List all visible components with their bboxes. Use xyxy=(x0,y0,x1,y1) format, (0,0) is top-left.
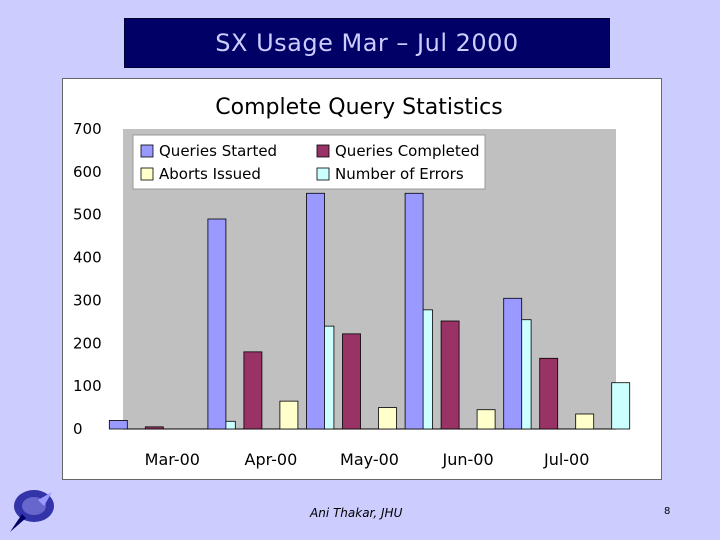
chart-legend: Queries Started Queries Completed Aborts I… xyxy=(132,134,486,190)
y-axis: 0 100 200 300 400 500 600 700 xyxy=(73,120,102,438)
y-tick-label: 500 xyxy=(73,206,102,224)
bar xyxy=(306,192,325,430)
x-tick-label: Jul-00 xyxy=(543,450,589,469)
legend-swatch xyxy=(316,144,330,158)
y-tick-label: 100 xyxy=(73,377,102,395)
y-tick-label: 200 xyxy=(73,334,102,352)
bar xyxy=(108,420,128,430)
bar xyxy=(144,426,164,430)
bar xyxy=(575,413,595,430)
bar xyxy=(243,351,263,430)
x-tick-label: Apr-00 xyxy=(245,450,298,469)
x-tick-label: Mar-00 xyxy=(145,450,200,469)
y-tick-label: 0 xyxy=(73,420,83,438)
bar xyxy=(503,297,523,430)
bar xyxy=(440,320,460,430)
legend-swatch xyxy=(140,167,154,181)
bar-series-group xyxy=(108,192,631,430)
legend-label: Queries Completed xyxy=(335,142,480,160)
logo-icon xyxy=(10,490,54,532)
x-tick-label: Jun-00 xyxy=(442,450,494,469)
y-tick-label: 700 xyxy=(73,120,102,138)
bar xyxy=(279,400,299,430)
chart-title: Complete Query Statistics xyxy=(215,95,502,120)
y-tick-label: 300 xyxy=(73,291,102,309)
footer-author: Ani Thakar, JHU xyxy=(310,506,403,520)
bar xyxy=(611,382,631,430)
bar xyxy=(378,407,397,430)
bar xyxy=(342,333,361,430)
legend-swatch xyxy=(316,167,330,181)
bar xyxy=(207,218,227,430)
legend-label: Aborts Issued xyxy=(159,165,261,183)
y-tick-label: 400 xyxy=(73,249,102,267)
x-tick-label: May-00 xyxy=(340,450,399,469)
slide-title: SX Usage Mar – Jul 2000 xyxy=(215,29,519,57)
legend-swatch xyxy=(140,144,154,158)
legend-box xyxy=(132,134,486,190)
y-tick-label: 600 xyxy=(73,163,102,181)
slide-title-box: SX Usage Mar – Jul 2000 xyxy=(124,18,610,68)
bar xyxy=(404,192,424,430)
legend-label: Number of Errors xyxy=(335,165,464,183)
chart-panel: Complete Query Statistics 0 100 200 300 400 5… xyxy=(62,78,662,480)
legend-label: Queries Started xyxy=(159,142,277,160)
bar xyxy=(476,409,496,430)
bar-chart: Complete Query Statistics 0 100 200 300 400 5… xyxy=(73,95,631,469)
page-number: 8 xyxy=(664,506,671,517)
bar xyxy=(539,357,559,430)
x-axis: Mar-00 Apr-00 May-00 Jun-00 Jul-00 xyxy=(123,428,616,469)
